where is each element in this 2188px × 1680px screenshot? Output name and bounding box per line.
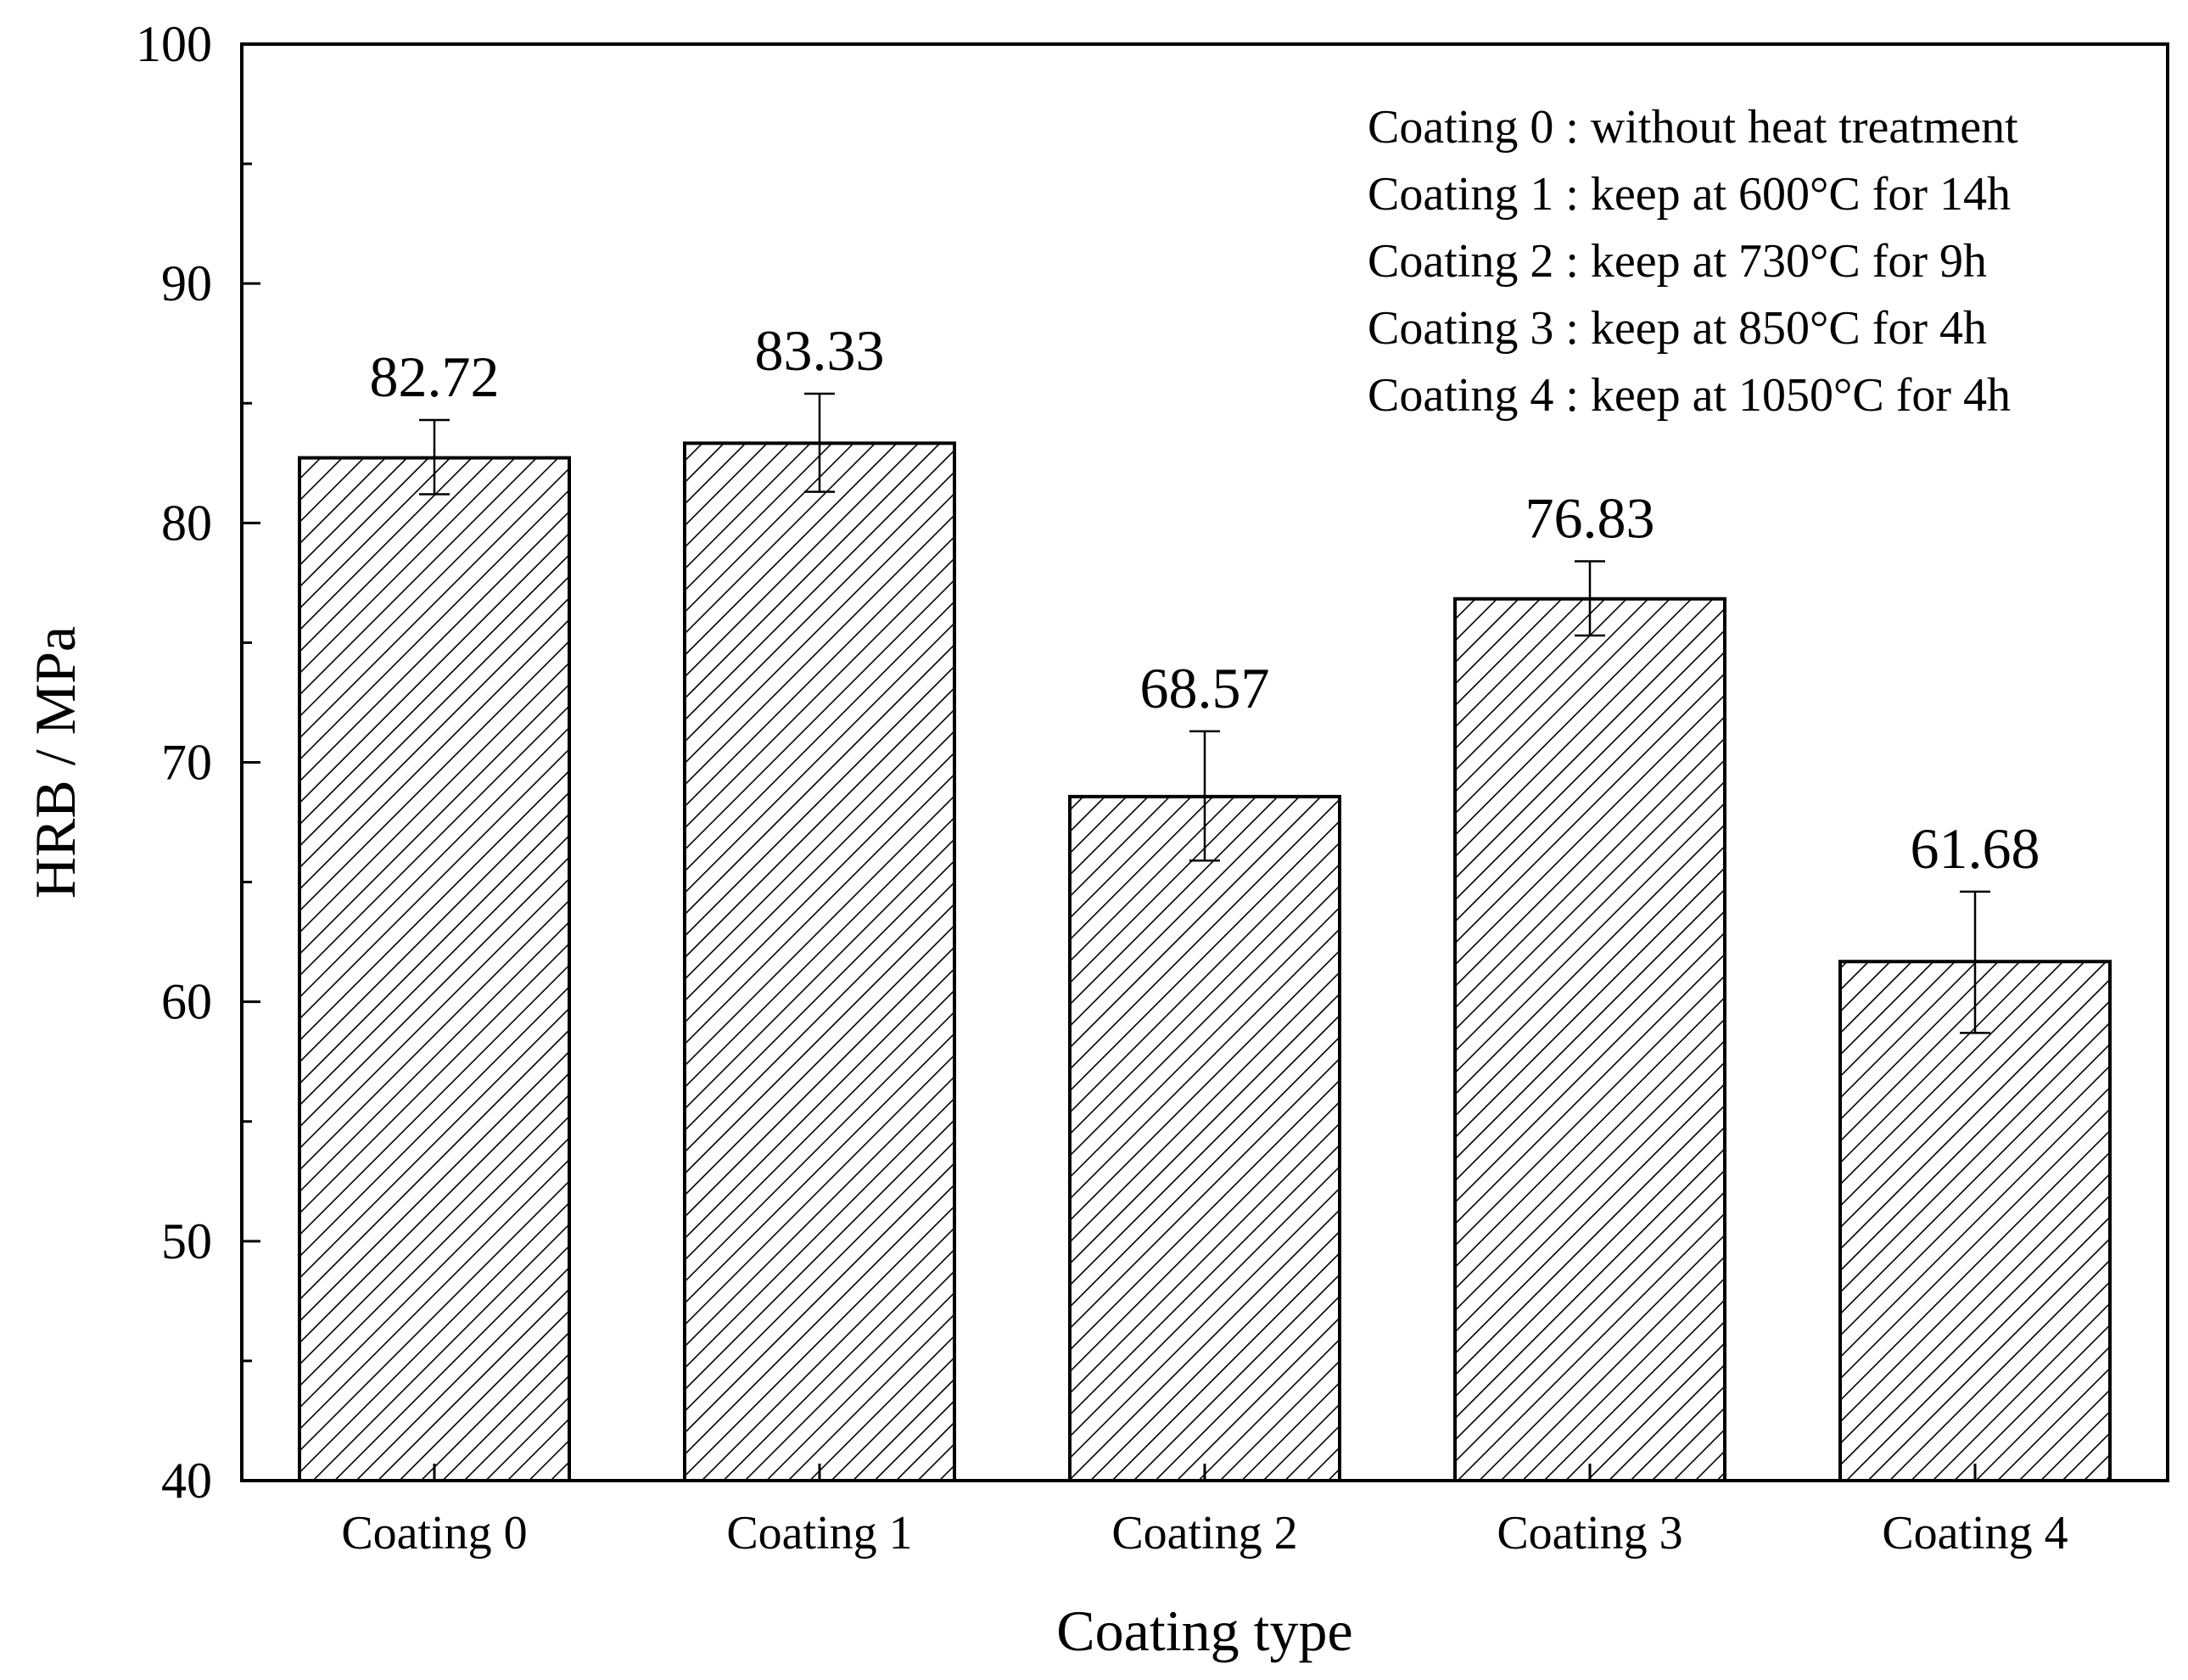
x-tick-label-0: Coating 0 [341, 1507, 527, 1560]
y-tick-label-6: 100 [136, 16, 212, 72]
value-label-1: 83.33 [755, 318, 885, 383]
y-tick-label-5: 90 [161, 255, 212, 311]
x-tick-label-1: Coating 1 [726, 1507, 912, 1560]
bar-0 [298, 456, 571, 1482]
value-label-4: 61.68 [1911, 816, 2040, 881]
legend-entry-2: Coating 2 : keep at 730°C for 9h [1368, 235, 1987, 288]
bar-3 [1453, 596, 1726, 1482]
y-tick-label-2: 60 [161, 974, 212, 1030]
y-axis-title: HRB / MPa [23, 626, 87, 899]
value-label-2: 68.57 [1140, 656, 1270, 720]
x-tick-label-3: Coating 3 [1497, 1507, 1682, 1560]
value-label-0: 82.72 [370, 344, 500, 409]
bar-1 [683, 441, 956, 1482]
legend-entry-1: Coating 1 : keep at 600°C for 14h [1368, 168, 2011, 221]
y-tick-label-0: 40 [161, 1453, 212, 1509]
x-tick-label-4: Coating 4 [1882, 1507, 2068, 1560]
legend-entry-4: Coating 4 : keep at 1050°C for 4h [1368, 369, 2011, 422]
value-label-3: 76.83 [1525, 485, 1655, 550]
y-tick-label-1: 50 [161, 1213, 212, 1269]
legend-entry-0: Coating 0 : without heat treatment [1368, 101, 2018, 154]
legend-entry-3: Coating 3 : keep at 850°C for 4h [1368, 302, 1987, 355]
x-tick-label-2: Coating 2 [1111, 1507, 1297, 1560]
y-tick-label-4: 80 [161, 495, 212, 551]
bar-4 [1838, 960, 2112, 1482]
bar-2 [1068, 794, 1341, 1482]
y-tick-label-3: 70 [161, 735, 212, 791]
x-axis-title: Coating type [1056, 1599, 1352, 1663]
